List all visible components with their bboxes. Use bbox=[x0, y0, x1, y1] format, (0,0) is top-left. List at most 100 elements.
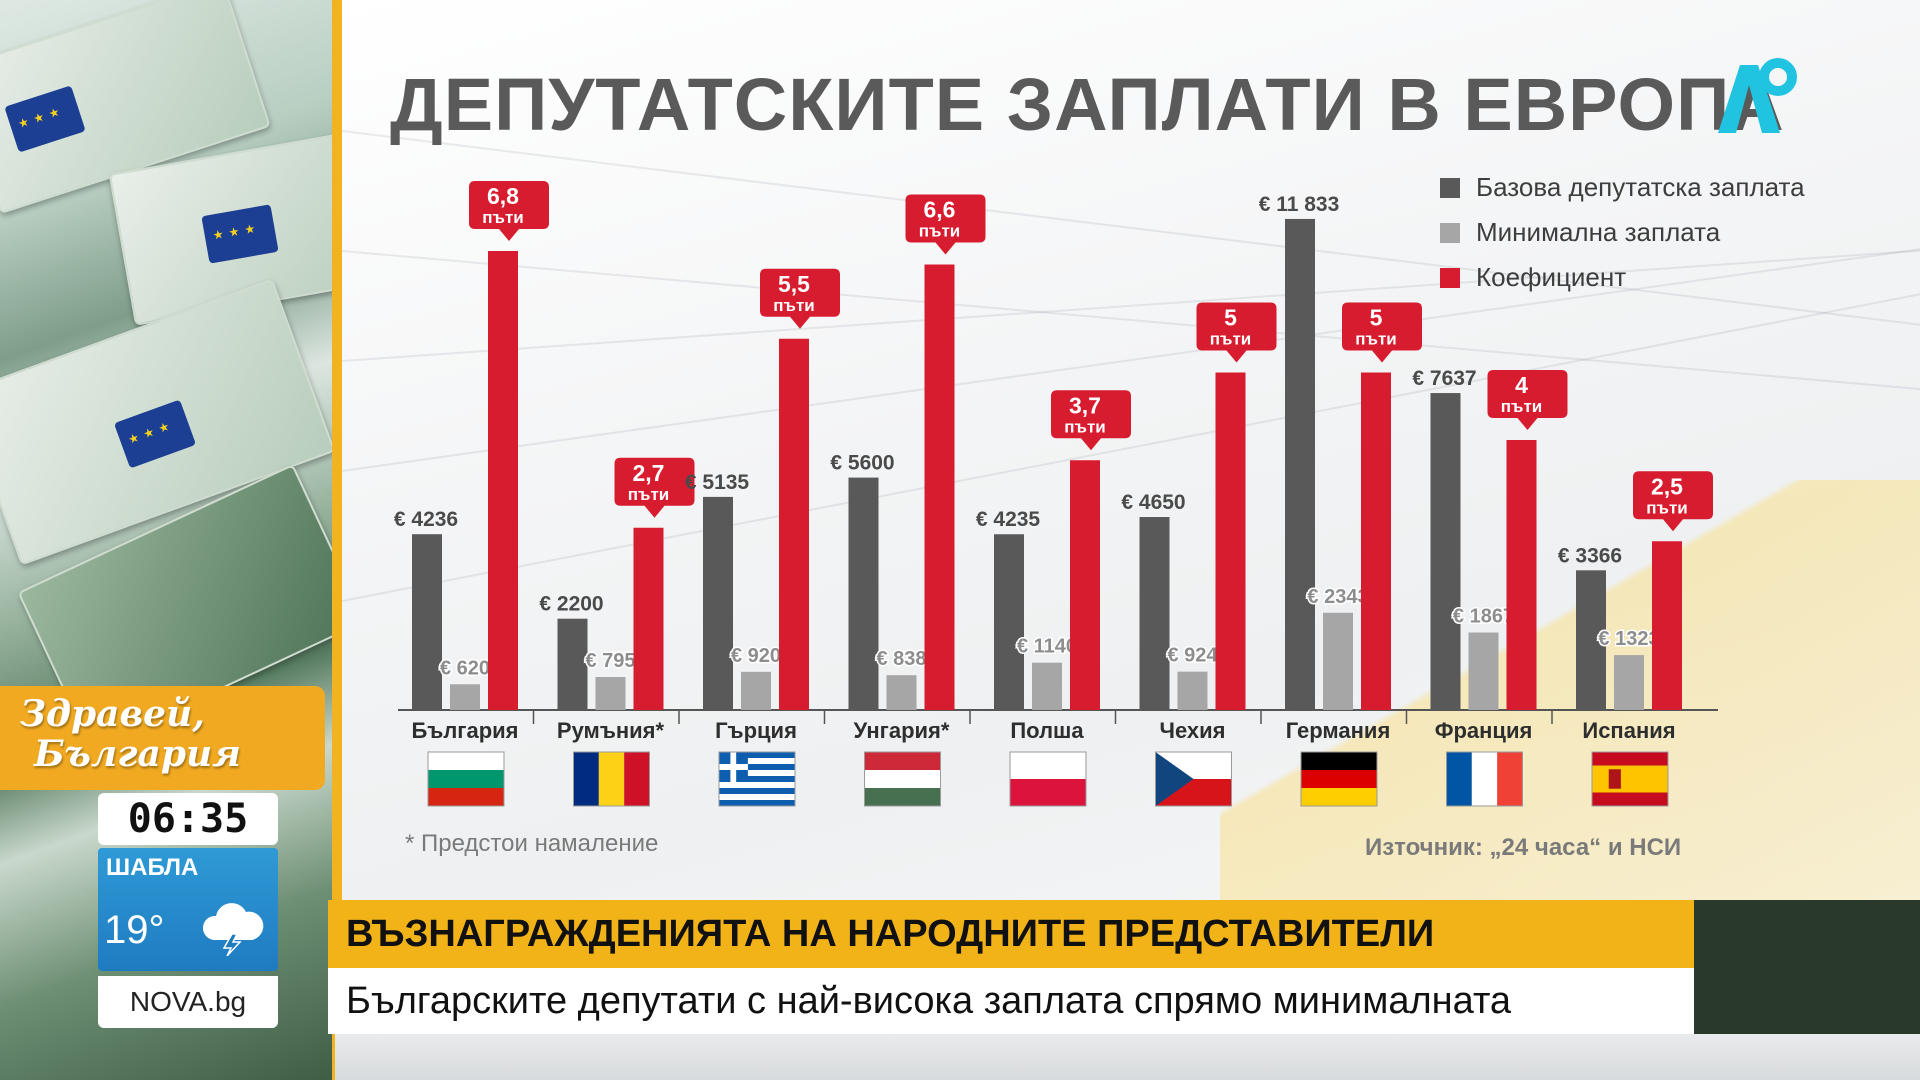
coefficient-callout bbox=[608, 457, 695, 518]
legend-swatch-base bbox=[1440, 177, 1460, 198]
coefficient-callout bbox=[899, 194, 986, 255]
category-label: Гърция bbox=[715, 718, 797, 743]
site-badge: NOVA.bg bbox=[98, 976, 278, 1028]
weather-temperature: 19° bbox=[104, 908, 165, 952]
label-minimum-salary: € 1323 bbox=[1598, 628, 1659, 650]
label-coefficient-value: 6,6 bbox=[924, 197, 956, 223]
label-coefficient-unit: пъти bbox=[773, 296, 814, 315]
chart-panel bbox=[342, 0, 1920, 900]
bottom-strip bbox=[335, 1034, 1920, 1080]
chart-title: ДЕПУТАТСКИТЕ ЗАПЛАТИ В ЕВРОПА bbox=[390, 63, 1785, 146]
bar-base-salary bbox=[1430, 393, 1461, 710]
bar-coefficient bbox=[633, 527, 664, 710]
germany-flag bbox=[1300, 751, 1378, 807]
legend-item-minimum: Минимална заплата bbox=[1440, 210, 1805, 255]
category-label: Испания bbox=[1582, 718, 1675, 743]
label-minimum-salary: € 924 bbox=[1167, 645, 1218, 667]
bar-base-salary bbox=[1139, 517, 1170, 710]
coefficient-callout bbox=[1045, 390, 1131, 451]
bar-base-salary bbox=[848, 477, 879, 710]
label-base-salary: € 2200 bbox=[539, 593, 603, 616]
label-base-salary: € 11 833 bbox=[1259, 193, 1340, 216]
legend-item-coefficient: Коефициент bbox=[1440, 255, 1805, 300]
bar-minimum-salary bbox=[1177, 671, 1208, 710]
site-url: NOVA.bg bbox=[129, 986, 247, 1017]
label-base-salary: € 5135 bbox=[685, 471, 750, 494]
label-minimum-salary: € 838 bbox=[876, 648, 926, 670]
label-coefficient-unit: пъти bbox=[1210, 330, 1251, 349]
category-label: Унгария* bbox=[854, 718, 950, 743]
footnote: * Предстои намаление bbox=[405, 830, 659, 857]
lower-third-headline: ВЪЗНАГРАЖДЕНИЯТА НА НАРОДНИТЕ ПРЕДСТАВИТ… bbox=[346, 913, 1435, 955]
bar-minimum-salary bbox=[1614, 655, 1644, 710]
show-logo: Здравей, България bbox=[0, 686, 325, 790]
legend-label-minimum: Минимална заплата bbox=[1476, 217, 1721, 247]
coefficient-callout bbox=[1336, 302, 1422, 363]
bar-coefficient bbox=[1070, 460, 1100, 710]
bar-coefficient bbox=[924, 264, 955, 710]
category-label: България bbox=[411, 718, 518, 743]
lower-third-subline-bar: Българските депутати с най-висока заплат… bbox=[328, 968, 1694, 1034]
source-note: Източник: „24 часа“ и НСИ bbox=[1365, 834, 1682, 861]
label-base-salary: € 4235 bbox=[976, 508, 1041, 531]
category-label: Франция bbox=[1435, 718, 1533, 743]
lower-third-headline-bar: ВЪЗНАГРАЖДЕНИЯТА НА НАРОДНИТЕ ПРЕДСТАВИТ… bbox=[328, 900, 1694, 968]
coefficient-callout bbox=[463, 181, 549, 241]
label-coefficient-unit: пъти bbox=[628, 485, 669, 504]
romania-flag bbox=[573, 751, 650, 807]
bar-minimum-salary bbox=[1468, 632, 1499, 710]
label-coefficient-value: 3,7 bbox=[1069, 392, 1101, 418]
bar-minimum-salary bbox=[1032, 662, 1062, 710]
bar-base-salary bbox=[703, 496, 733, 710]
category-label: Полша bbox=[1010, 718, 1084, 743]
legend-item-base: Базова депутатска заплата bbox=[1440, 165, 1805, 210]
label-coefficient-value: 5,5 bbox=[778, 271, 810, 297]
bar-base-salary bbox=[994, 534, 1024, 710]
label-base-salary: € 4650 bbox=[1121, 491, 1185, 514]
nova-logo-icon bbox=[1718, 58, 1797, 133]
category-label: Чехия bbox=[1160, 718, 1226, 743]
category-label: Германия bbox=[1286, 718, 1391, 743]
bar-coefficient bbox=[1652, 541, 1682, 710]
label-coefficient-value: 6,8 bbox=[487, 183, 519, 209]
label-coefficient-value: 2,5 bbox=[1651, 473, 1683, 499]
bar-minimum-salary bbox=[595, 677, 626, 710]
bar-minimum-salary bbox=[450, 684, 480, 710]
bar-coefficient bbox=[1506, 440, 1537, 710]
poland-flag bbox=[1009, 751, 1087, 807]
hungary-flag bbox=[864, 751, 941, 807]
show-title-line1: Здравей, bbox=[20, 693, 205, 735]
label-minimum-salary: € 795 bbox=[585, 650, 635, 672]
greece-flag bbox=[718, 751, 796, 807]
france-flag bbox=[1446, 751, 1523, 807]
bar-coefficient bbox=[779, 338, 809, 710]
coefficient-callout bbox=[1627, 471, 1713, 532]
label-base-salary: € 7637 bbox=[1412, 367, 1476, 390]
label-minimum-salary: € 1867 bbox=[1453, 606, 1514, 628]
weather-widget: ШАБЛА 19° bbox=[98, 848, 278, 971]
chart-legend: Базова депутатска заплата Минимална запл… bbox=[1440, 165, 1805, 300]
bar-minimum-salary bbox=[741, 671, 771, 710]
label-minimum-salary: € 2343 bbox=[1307, 586, 1368, 608]
legend-swatch-minimum bbox=[1440, 222, 1460, 243]
show-title: Здравей, България bbox=[20, 694, 241, 774]
label-coefficient-value: 4 bbox=[1515, 372, 1528, 398]
label-base-salary: € 5600 bbox=[830, 452, 894, 475]
label-coefficient-value: 5 bbox=[1224, 305, 1237, 331]
show-title-line2: България bbox=[34, 733, 241, 775]
bar-minimum-salary bbox=[886, 675, 917, 710]
label-coefficient-value: 5 bbox=[1370, 305, 1383, 331]
category-label: Румъния* bbox=[557, 718, 665, 743]
spain-flag bbox=[1591, 751, 1669, 807]
clock-time: 06:35 bbox=[127, 796, 249, 842]
accent-stripe bbox=[332, 0, 342, 1080]
label-coefficient-unit: пъти bbox=[919, 222, 960, 241]
bar-minimum-salary bbox=[1323, 612, 1353, 710]
cloud-lightning-icon bbox=[202, 903, 264, 956]
bar-coefficient bbox=[1361, 372, 1391, 710]
lower-third-subline: Българските депутати с най-висока заплат… bbox=[346, 980, 1512, 1022]
label-minimum-salary: € 620 bbox=[440, 657, 490, 679]
bulgaria-flag bbox=[427, 751, 505, 807]
label-coefficient-unit: пъти bbox=[1355, 330, 1396, 349]
